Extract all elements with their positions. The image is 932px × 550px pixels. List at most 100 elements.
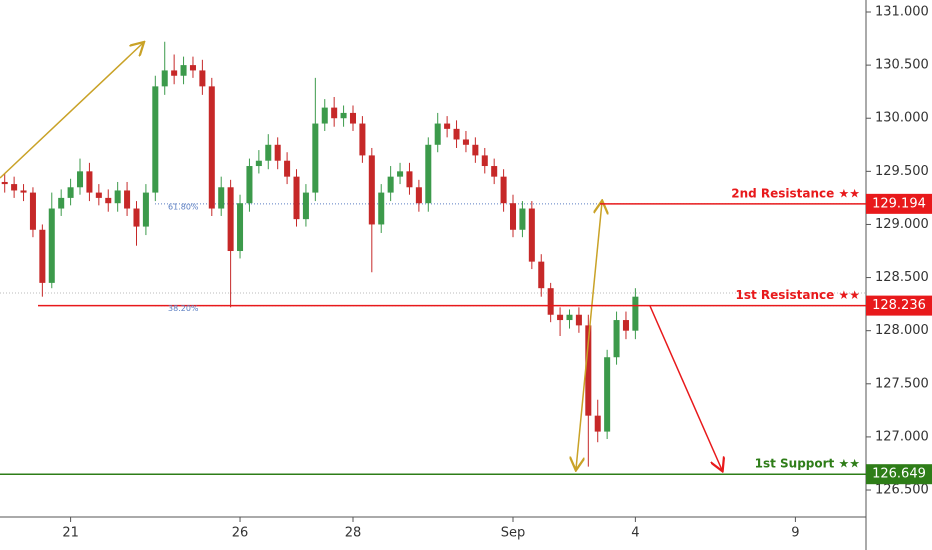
y-tick-label: 128.000 bbox=[875, 323, 929, 338]
candle-body bbox=[302, 192, 309, 220]
candle-body bbox=[509, 203, 517, 230]
candle-body bbox=[321, 107, 328, 124]
candle-body bbox=[622, 320, 629, 331]
x-tick-label: 21 bbox=[62, 526, 79, 541]
candle-body bbox=[58, 197, 65, 209]
candle-body bbox=[359, 123, 366, 156]
y-tick-label: 127.000 bbox=[875, 429, 929, 444]
candle-body bbox=[557, 314, 564, 321]
x-tick-label: 26 bbox=[232, 526, 249, 541]
candle-body bbox=[331, 107, 338, 119]
y-tick-label: 129.500 bbox=[875, 164, 929, 179]
fib-label: 38.20% bbox=[168, 304, 199, 313]
fib-label: 61.80% bbox=[168, 202, 199, 211]
candle-body bbox=[246, 166, 253, 204]
candle-body bbox=[11, 184, 18, 191]
candle-body bbox=[312, 123, 319, 193]
candle-body bbox=[152, 86, 159, 193]
arrow bbox=[588, 202, 602, 336]
candle-body bbox=[538, 261, 545, 289]
candle-body bbox=[406, 171, 413, 188]
candle-body bbox=[133, 208, 140, 227]
candle-body bbox=[255, 160, 262, 167]
arrow bbox=[576, 334, 590, 469]
candle-body bbox=[265, 144, 272, 161]
candle-body bbox=[284, 160, 291, 177]
x-tick-label: 4 bbox=[631, 526, 639, 541]
y-tick-label: 130.000 bbox=[875, 111, 929, 126]
candle-body bbox=[397, 171, 404, 177]
candle-body bbox=[613, 320, 620, 358]
candle-body bbox=[594, 415, 601, 432]
candle-body bbox=[29, 192, 36, 230]
level-label: 1st Resistance ★★ bbox=[735, 288, 860, 302]
level-label: 2nd Resistance ★★ bbox=[731, 186, 860, 200]
candle-body bbox=[349, 112, 357, 124]
candle-body bbox=[340, 112, 347, 119]
price-box bbox=[866, 295, 932, 316]
candle-body bbox=[124, 190, 131, 209]
candle-body bbox=[444, 123, 451, 129]
candle-body bbox=[415, 187, 422, 204]
candle-body bbox=[491, 166, 498, 177]
candle-body bbox=[434, 123, 441, 145]
x-tick-label: 9 bbox=[791, 526, 799, 541]
candle-body bbox=[293, 176, 300, 220]
y-tick-label: 127.500 bbox=[875, 376, 929, 391]
price-box-label: 128.236 bbox=[872, 298, 926, 313]
candle-body bbox=[76, 171, 84, 188]
candle-body bbox=[189, 65, 196, 71]
candle-body bbox=[481, 155, 488, 167]
candle-body bbox=[472, 144, 479, 156]
candle-body bbox=[67, 187, 74, 198]
y-tick-label: 126.500 bbox=[875, 483, 929, 498]
y-tick-label: 131.000 bbox=[875, 5, 929, 20]
candle-body bbox=[368, 155, 375, 225]
candle-body bbox=[547, 288, 554, 315]
arrow bbox=[649, 305, 722, 470]
price-box-label: 126.649 bbox=[872, 467, 926, 482]
candle-body bbox=[237, 203, 244, 252]
candle-body bbox=[500, 176, 507, 204]
candle-body bbox=[39, 229, 46, 283]
candle-body bbox=[387, 176, 394, 193]
candle-body bbox=[171, 70, 178, 76]
candle-body bbox=[105, 197, 112, 204]
candle-body bbox=[199, 70, 206, 87]
candle-body bbox=[208, 86, 215, 209]
candle-body bbox=[48, 208, 55, 283]
price-box bbox=[866, 193, 932, 214]
level-label: 1st Support ★★ bbox=[755, 457, 860, 471]
candle-body bbox=[227, 187, 234, 252]
candle-body bbox=[453, 128, 460, 140]
candle-body bbox=[20, 190, 27, 193]
candle-body bbox=[575, 314, 582, 326]
candle-body bbox=[95, 192, 102, 198]
candle-body bbox=[632, 296, 639, 331]
price-box-label: 129.194 bbox=[872, 196, 926, 211]
candle-body bbox=[114, 190, 121, 204]
y-tick-label: 129.000 bbox=[875, 217, 929, 232]
price-box bbox=[866, 464, 932, 485]
candle-body bbox=[142, 192, 149, 227]
candle-body bbox=[86, 171, 93, 193]
arrow bbox=[0, 43, 143, 179]
x-tick-label: Sep bbox=[501, 526, 526, 541]
plot-area bbox=[0, 41, 866, 467]
candle-body bbox=[1, 181, 8, 185]
candle-body bbox=[566, 314, 573, 321]
y-tick-label: 128.500 bbox=[875, 270, 929, 285]
candle-body bbox=[161, 70, 168, 87]
candle-body bbox=[462, 139, 469, 145]
candle-body bbox=[585, 325, 592, 416]
candle-body bbox=[425, 144, 432, 204]
candle-body bbox=[274, 144, 281, 161]
candle-body bbox=[378, 192, 385, 225]
candle-body bbox=[180, 65, 187, 76]
candle-body bbox=[528, 208, 535, 262]
candle-body bbox=[604, 357, 611, 432]
x-tick-label: 28 bbox=[345, 526, 362, 541]
y-tick-label: 130.500 bbox=[875, 58, 929, 73]
candle-body bbox=[218, 187, 225, 209]
